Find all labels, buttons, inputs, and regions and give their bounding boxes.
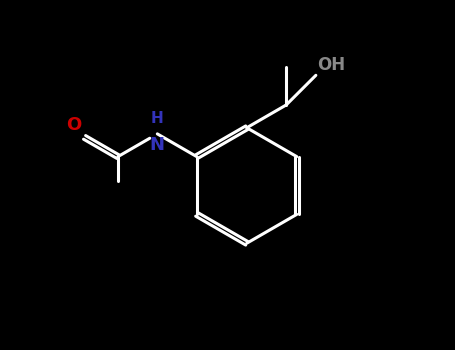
- Text: OH: OH: [318, 56, 346, 74]
- Text: H: H: [151, 111, 164, 126]
- Text: O: O: [66, 116, 81, 134]
- Text: N: N: [150, 136, 165, 154]
